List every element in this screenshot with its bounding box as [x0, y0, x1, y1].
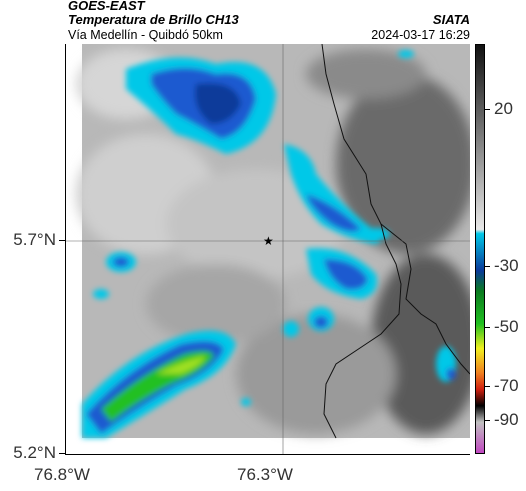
colorbar — [475, 44, 485, 454]
colorbar-tick — [485, 420, 490, 421]
product-title: GOES-EAST — [68, 0, 145, 13]
lat-label-5-7: 5.7°N — [13, 230, 56, 249]
colorbar-label-minus90: -90 — [494, 410, 519, 429]
lat-label-5-2: 5.2°N — [13, 443, 56, 462]
coastline — [321, 43, 402, 439]
timestamp: 2024-03-17 16:29 — [371, 28, 470, 42]
region-label: Vía Medellín - Quibdó 50km — [68, 28, 223, 42]
lat-tick — [59, 240, 65, 241]
colorbar-label-20: 20 — [494, 99, 513, 118]
colorbar-tick — [485, 109, 490, 110]
star-marker: ★ — [263, 234, 274, 248]
colorbar-tick — [485, 266, 490, 267]
satellite-image: ★ — [66, 43, 481, 454]
colorbar-tick — [485, 386, 490, 387]
colorbar-label-minus30: -30 — [494, 256, 519, 275]
lon-label-76-8: 76.8°W — [34, 465, 90, 484]
map-frame: ★ — [65, 43, 481, 455]
colorbar-label-minus50: -50 — [494, 317, 519, 336]
colorbar-tick — [485, 327, 490, 328]
product-subtitle: Temperatura de Brillo CH13 — [68, 12, 239, 27]
lat-tick — [59, 453, 65, 454]
border-line — [380, 223, 471, 375]
lon-label-76-3: 76.3°W — [237, 465, 293, 484]
colorbar-label-minus70: -70 — [494, 376, 519, 395]
brand-label: SIATA — [432, 12, 470, 27]
